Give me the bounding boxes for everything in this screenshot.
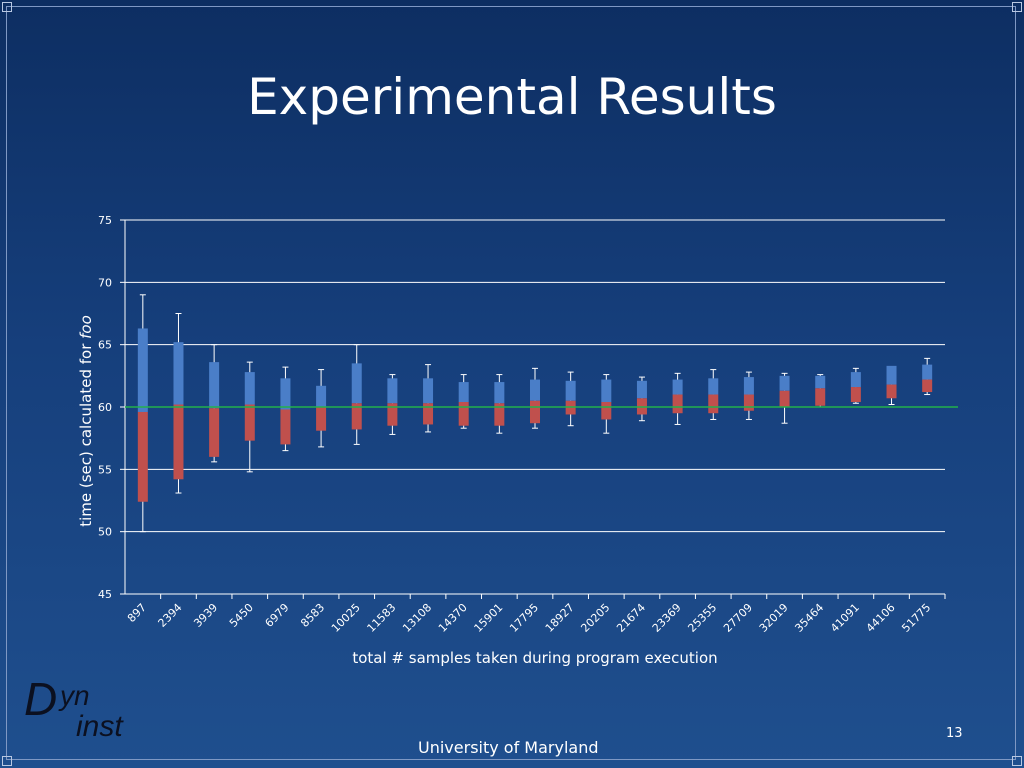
lower-box: [137, 411, 148, 502]
upper-box: [565, 380, 576, 401]
y-tick-label: 60: [98, 401, 112, 414]
x-tick-label: 14370: [436, 601, 470, 635]
upper-box: [387, 378, 398, 404]
upper-box: [672, 379, 683, 395]
upper-box: [886, 365, 897, 385]
lower-box: [922, 379, 933, 393]
upper-box: [530, 379, 540, 401]
x-tick-label: 51775: [899, 601, 933, 635]
lower-box: [886, 384, 897, 399]
slide-title: Experimental Results: [247, 68, 777, 126]
y-tick-label: 55: [98, 463, 112, 476]
y-tick-label: 70: [98, 276, 112, 289]
lower-box: [601, 402, 612, 420]
y-axis-label-emphasis: foo: [77, 315, 95, 339]
x-axis-label: total # samples taken during program exe…: [352, 649, 718, 667]
lower-box: [779, 390, 790, 407]
upper-box: [815, 375, 826, 389]
logo-text-inst: inst: [76, 710, 123, 743]
lower-box: [850, 387, 861, 403]
lower-box: [708, 394, 719, 414]
lower-box: [672, 394, 683, 414]
y-tick-label: 65: [98, 339, 112, 352]
lower-box: [530, 400, 540, 424]
lower-box: [209, 408, 220, 457]
x-tick-label: 41091: [828, 601, 862, 635]
lower-box: [494, 403, 505, 426]
lower-box: [423, 403, 434, 425]
lower-box: [244, 404, 255, 441]
x-tick-label: 21674: [614, 601, 648, 635]
upper-box: [351, 363, 362, 404]
upper-box: [743, 377, 754, 395]
upper-box: [280, 378, 291, 410]
y-axis-label-text: time (sec) calculated for: [77, 338, 95, 527]
logo-text-yn: yn: [60, 680, 90, 711]
upper-box: [458, 382, 469, 403]
x-tick-label: 8583: [298, 601, 327, 630]
logo-letter-d: D: [24, 673, 58, 725]
upper-box: [850, 372, 861, 388]
x-tick-label: 23369: [650, 601, 684, 635]
upper-box: [173, 342, 184, 405]
frame-corner-bottom-left: [2, 756, 12, 766]
upper-box: [601, 379, 612, 403]
x-tick-label: 3939: [191, 601, 220, 630]
x-tick-label: 44106: [864, 601, 898, 635]
x-tick-label: 11583: [365, 601, 399, 635]
slide-frame: [6, 6, 1016, 760]
upper-box: [209, 362, 220, 409]
upper-box: [636, 380, 647, 399]
y-tick-label: 75: [98, 214, 112, 227]
y-tick-label: 50: [98, 526, 112, 539]
upper-box: [316, 385, 327, 407]
lower-box: [458, 402, 469, 426]
lower-box: [743, 394, 754, 411]
upper-box: [423, 378, 434, 404]
x-tick-label: 2394: [156, 601, 185, 630]
frame-corner-top-left: [2, 2, 12, 12]
lower-box: [815, 388, 826, 406]
x-tick-label: 10025: [329, 601, 363, 635]
upper-box: [779, 375, 790, 391]
x-tick-label: 13108: [400, 601, 434, 635]
upper-box: [137, 328, 148, 412]
x-tick-label: 35464: [792, 601, 826, 635]
upper-box: [244, 372, 255, 405]
upper-box: [494, 382, 505, 404]
y-tick-label: 45: [98, 588, 112, 601]
lower-box: [351, 403, 362, 430]
x-tick-label: 32019: [757, 601, 791, 635]
footer-text: University of Maryland: [418, 738, 599, 757]
x-tick-label: 6979: [263, 601, 292, 630]
frame-corner-top-right: [1012, 2, 1022, 12]
upper-box: [708, 378, 719, 395]
lower-box: [280, 409, 291, 445]
x-tick-label: 27709: [721, 601, 755, 635]
upper-box: [922, 364, 933, 380]
page-number: 13: [946, 726, 963, 741]
frame-corner-bottom-right: [1012, 756, 1022, 766]
x-tick-label: 15901: [472, 601, 506, 635]
lower-box: [173, 404, 184, 480]
lower-box: [387, 403, 398, 426]
x-tick-label: 20205: [578, 601, 612, 635]
x-tick-label: 18927: [543, 601, 577, 635]
x-tick-label: 17795: [507, 601, 541, 635]
x-tick-label: 5450: [227, 601, 256, 630]
y-axis-label: time (sec) calculated for foo: [77, 301, 95, 541]
x-tick-label: 25355: [685, 601, 719, 635]
lower-box: [316, 407, 327, 431]
x-tick-label: 897: [125, 601, 149, 625]
dyninst-logo: D yn inst: [22, 672, 142, 752]
